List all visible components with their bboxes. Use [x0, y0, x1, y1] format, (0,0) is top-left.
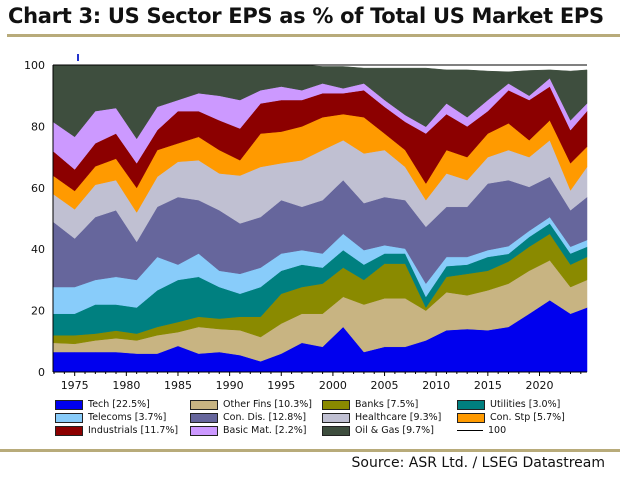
- title-divider: [7, 34, 620, 37]
- y-tick-label: 80: [31, 120, 45, 133]
- legend-label: Healthcare [9.3%]: [355, 412, 442, 423]
- x-tick-label: 1980: [112, 379, 140, 392]
- y-tick-label: 20: [31, 305, 45, 318]
- stacked-area-chart: 0 20 40 60 80 100 1975 1980 1985 1990 1995 2000 2005…: [24, 54, 588, 392]
- y-tick-label: 0: [38, 366, 45, 379]
- source-note: Source: ASR Ltd. / LSEG Datastream: [351, 455, 605, 471]
- x-tick-label: 2020: [525, 379, 553, 392]
- legend-label: Utilities [3.0%]: [490, 399, 561, 410]
- legend-swatch: [457, 399, 485, 410]
- legend-item: Other Fins [10.3%]: [190, 399, 312, 410]
- legend-swatch: [55, 412, 83, 423]
- legend-item: Healthcare [9.3%]: [322, 412, 441, 423]
- legend-swatch: [322, 412, 350, 423]
- x-tick-label: 2010: [422, 379, 450, 392]
- chart-title: Chart 3: US Sector EPS as % of Total US …: [8, 4, 604, 28]
- x-tick-label: 2005: [371, 379, 399, 392]
- legend-swatch: [190, 399, 218, 410]
- y-tick-label: 60: [31, 182, 45, 195]
- legend-swatch: [55, 399, 83, 410]
- legend-swatch: [55, 425, 83, 436]
- y-tick-label: 100: [24, 59, 45, 72]
- legend-item: Banks [7.5%]: [322, 399, 418, 410]
- legend-swatch: [322, 399, 350, 410]
- legend-swatch: [190, 412, 218, 423]
- legend-label: Telecoms [3.7%]: [88, 412, 167, 423]
- legend-swatch: [190, 425, 218, 436]
- legend-swatch: [322, 425, 350, 436]
- legend-label: Tech [22.5%]: [88, 399, 150, 410]
- x-tick-label: 2015: [474, 379, 502, 392]
- legend-item: Oil & Gas [9.7%]: [322, 425, 434, 436]
- legend-swatch: [457, 430, 483, 431]
- legend-item: Telecoms [3.7%]: [55, 412, 166, 423]
- x-tick-label: 1985: [164, 379, 192, 392]
- legend-label: Con. Dis. [12.8%]: [223, 412, 307, 423]
- legend-item: Industrials [11.7%]: [55, 425, 178, 436]
- x-tick-label: 1995: [267, 379, 295, 392]
- legend-label: Basic Mat. [2.2%]: [223, 425, 307, 436]
- legend-label: Industrials [11.7%]: [88, 425, 179, 436]
- y-tick-label: 40: [31, 243, 45, 256]
- legend-item: Basic Mat. [2.2%]: [190, 425, 307, 436]
- footer-divider: [0, 449, 620, 452]
- legend-label: Con. Stp [5.7%]: [490, 412, 565, 423]
- legend-item: Con. Stp [5.7%]: [457, 412, 565, 423]
- legend-label: Banks [7.5%]: [355, 399, 419, 410]
- x-tick-label: 1975: [61, 379, 89, 392]
- legend-label: Other Fins [10.3%]: [223, 399, 312, 410]
- legend-item: Con. Dis. [12.8%]: [190, 412, 306, 423]
- legend-item: Utilities [3.0%]: [457, 399, 560, 410]
- x-tick-label: 1990: [216, 379, 244, 392]
- legend-item: Tech [22.5%]: [55, 399, 150, 410]
- marker-tick: [77, 54, 79, 61]
- legend-label: 100: [488, 425, 507, 436]
- legend-item: 100: [457, 425, 506, 436]
- legend-swatch: [457, 412, 485, 423]
- x-tick-label: 2000: [319, 379, 347, 392]
- legend-label: Oil & Gas [9.7%]: [355, 425, 434, 436]
